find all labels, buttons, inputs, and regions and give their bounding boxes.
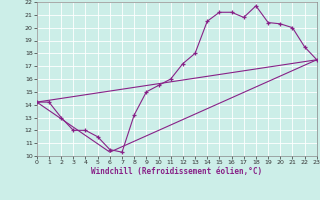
- X-axis label: Windchill (Refroidissement éolien,°C): Windchill (Refroidissement éolien,°C): [91, 167, 262, 176]
